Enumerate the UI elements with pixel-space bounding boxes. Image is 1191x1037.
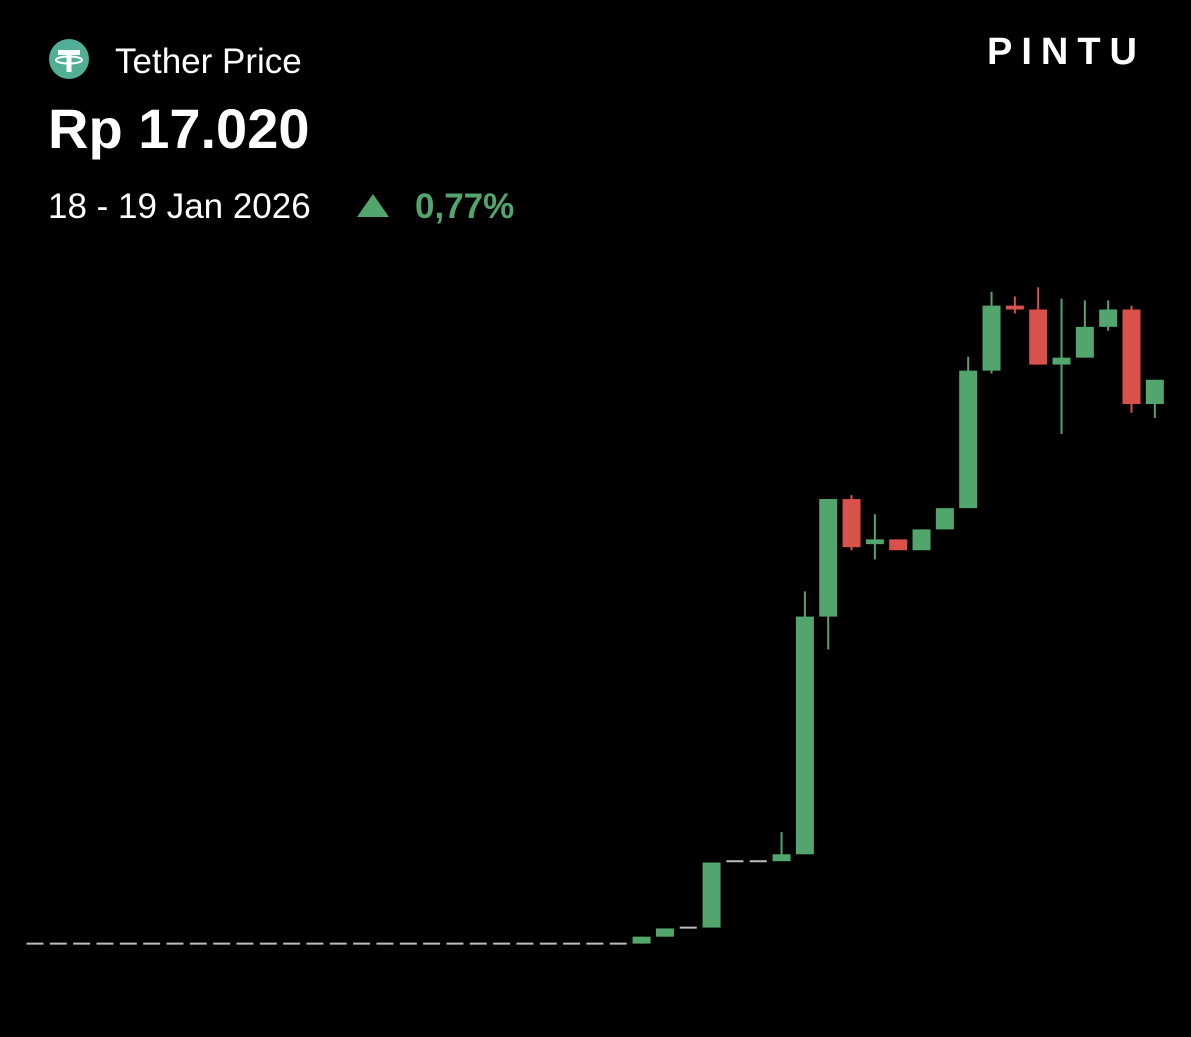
candle-body (1052, 357, 1071, 365)
candle-body (889, 539, 908, 551)
price: Rp 17.020 (48, 97, 310, 160)
candle-body (935, 508, 954, 530)
candle-body (1145, 379, 1164, 405)
candle-body (702, 862, 721, 928)
date-range: 18 - 19 Jan 2026 (48, 187, 311, 226)
candle-body (655, 928, 674, 937)
title: Tether Price (115, 42, 302, 81)
brand-logo: PINTU (987, 31, 1146, 73)
candle-body (1099, 309, 1118, 327)
candle-body (1029, 309, 1048, 365)
up-arrow (357, 194, 389, 217)
change: 0,77% (415, 187, 514, 226)
candle-body (982, 305, 1001, 371)
candle-body (632, 936, 651, 944)
candle-body (1075, 326, 1094, 358)
candle-body (959, 370, 978, 509)
candle-body (912, 529, 931, 551)
candle-body (1122, 309, 1141, 405)
candle-body (772, 854, 791, 862)
candle-body (819, 499, 838, 617)
candle-body (842, 499, 861, 548)
candle-body (1005, 305, 1024, 310)
tether-icon (49, 39, 89, 79)
candle-body (795, 616, 814, 855)
candle-body (865, 539, 884, 545)
